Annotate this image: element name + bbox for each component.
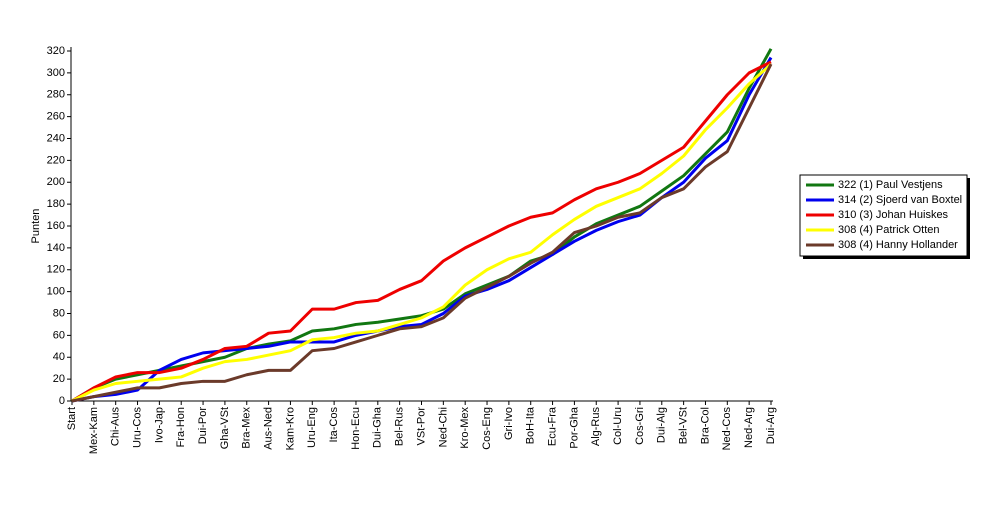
y-tick-label: 160 [47, 220, 65, 232]
series-line [71, 60, 772, 403]
y-tick-label: 140 [47, 242, 65, 254]
x-tick-label: Kro-Mex [459, 407, 471, 449]
x-tick-label: Col-Uru [612, 407, 624, 445]
x-tick-label: Ivo-Jap [153, 407, 165, 443]
x-tick-label: Chi-Aus [110, 407, 122, 447]
x-tick-label: Gri-Ivo [503, 407, 515, 440]
y-tick-label: 220 [47, 154, 65, 166]
y-tick-label: 240 [47, 132, 65, 144]
x-tick-label: BoH-Ita [525, 406, 537, 444]
y-tick-label: 100 [47, 286, 65, 298]
y-tick-label: 120 [47, 264, 65, 276]
x-tick-label: Ned-Cos [721, 407, 733, 451]
series-line [71, 63, 773, 403]
x-tick-label: Alg-Rus [590, 407, 602, 447]
x-tick-label: Kam-Kro [284, 407, 296, 450]
x-tick-label: Ecu-Fra [546, 406, 558, 446]
x-tick-label: Uru-Cos [131, 407, 143, 448]
x-tick-label: Cos-Gri [634, 407, 646, 445]
y-tick-label: 80 [53, 307, 65, 319]
x-tick-label: Bel-Rus [394, 407, 406, 447]
y-tick-label: 20 [53, 373, 65, 385]
x-tick-label: Hon-Ecu [350, 407, 362, 450]
y-tick-label: 280 [47, 89, 65, 101]
y-tick-label: 200 [47, 176, 65, 188]
y-tick-label: 320 [47, 45, 65, 57]
x-tick-label: Dui-Arg [765, 407, 777, 444]
y-tick-label: 260 [47, 111, 65, 123]
series-line [71, 63, 773, 403]
y-tick-label: 40 [53, 351, 65, 363]
legend-label: 322 (1) Paul Vestjens [838, 179, 943, 191]
x-tick-label: Mex-Kam [88, 407, 100, 454]
legend-label: 314 (2) Sjoerd van Boxtel [838, 194, 962, 206]
y-tick-label: 0 [59, 395, 65, 407]
legend-label: 308 (4) Patrick Otten [838, 224, 940, 236]
x-tick-label: Aus-Ned [263, 407, 275, 450]
x-tick-label: Ita-Cos [328, 407, 340, 443]
x-tick-label: Bel-VSt [678, 407, 690, 444]
x-tick-label: Cos-Eng [481, 407, 493, 450]
legend-label: 308 (4) Hanny Hollander [838, 239, 958, 251]
x-tick-label: Dui-Gha [372, 406, 384, 448]
x-tick-label: Dui-Alg [656, 407, 668, 443]
series-line [71, 48, 773, 403]
y-tick-label: 300 [47, 67, 65, 79]
x-tick-label: Ned-Arg [743, 407, 755, 448]
x-tick-label: Ned-Chi [437, 407, 449, 447]
x-tick-label: Uru-Eng [306, 407, 318, 448]
x-tick-label: Fra-Hon [175, 407, 187, 447]
x-tick-label: Por-Gha [568, 406, 580, 448]
series-line [71, 56, 773, 403]
y-tick-label: 180 [47, 198, 65, 210]
x-tick-label: VSt-Por [415, 407, 427, 446]
y-axis-label: Punten [30, 209, 42, 244]
x-tick-label: Dui-Por [197, 407, 209, 445]
x-tick-label: Gha-VSt [219, 407, 231, 449]
x-tick-label: Bra-Col [699, 407, 711, 444]
x-tick-label: Start [66, 407, 78, 430]
x-tick-label: Bra-Mex [241, 407, 253, 449]
y-tick-label: 60 [53, 329, 65, 341]
legend-label: 310 (3) Johan Huiskes [838, 209, 949, 221]
